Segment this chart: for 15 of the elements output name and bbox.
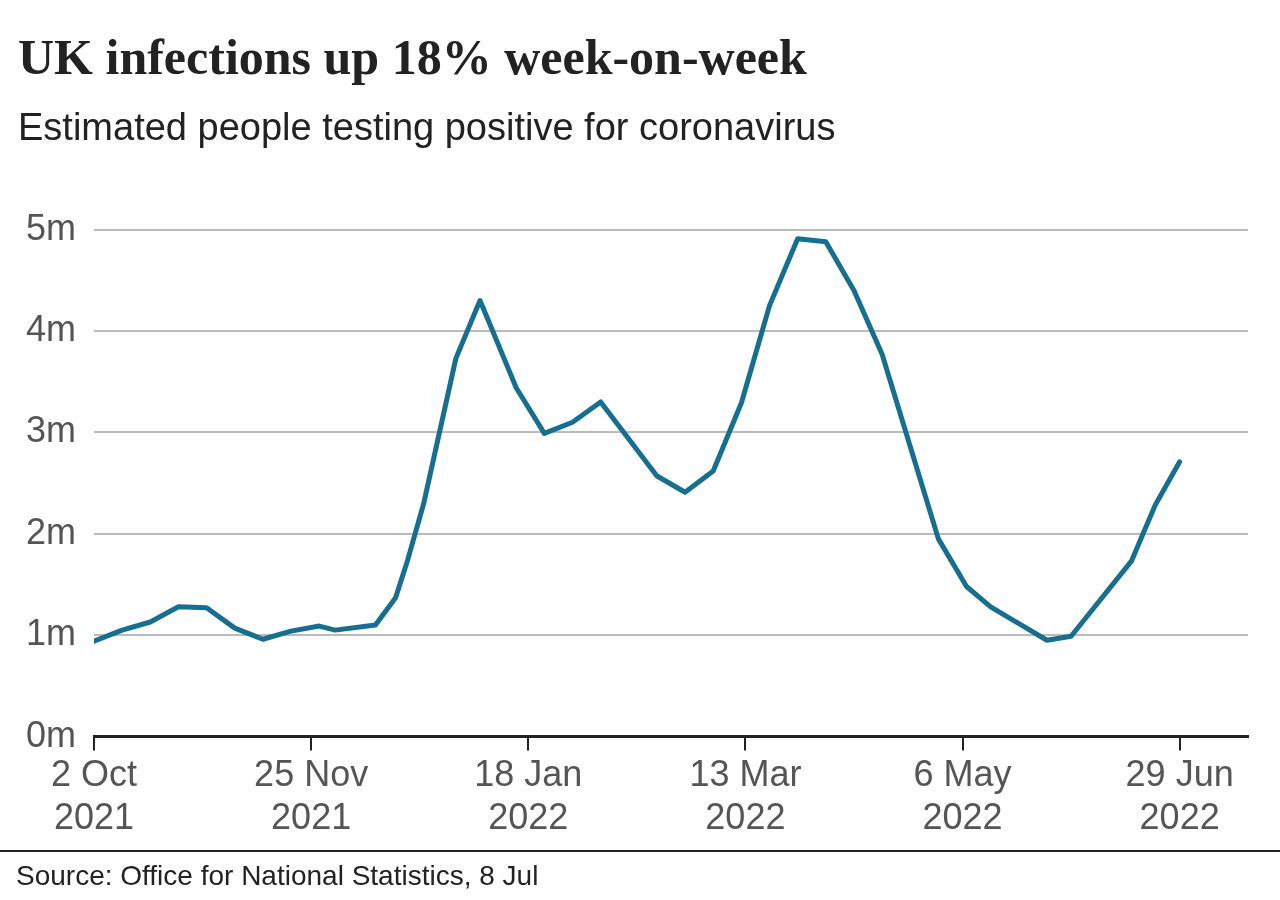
x-tick-label: 6 May 2022 (913, 753, 1012, 838)
y-tick-label: 1m (25, 612, 77, 654)
chart-title: UK infections up 18% week-on-week (18, 28, 807, 86)
x-tick-label: 13 Mar 2022 (689, 753, 802, 838)
source-note: Source: Office for National Statistics, 8 Jul (0, 852, 1280, 892)
y-tick-label: 4m (25, 307, 77, 349)
y-tick-label: 3m (25, 409, 77, 451)
y-tick-label: 5m (25, 206, 77, 248)
x-tick-label: 2 Oct 2021 (50, 753, 138, 838)
x-tick-label: 29 Jun 2022 (1125, 753, 1234, 838)
chart-subtitle: Estimated people testing positive for coronavirus (18, 106, 836, 149)
y-tick-label: 0m (25, 713, 77, 755)
x-tick-label: 18 Jan 2022 (474, 753, 583, 838)
y-tick-label: 2m (25, 510, 77, 552)
x-tick-label: 25 Nov 2021 (254, 753, 369, 838)
